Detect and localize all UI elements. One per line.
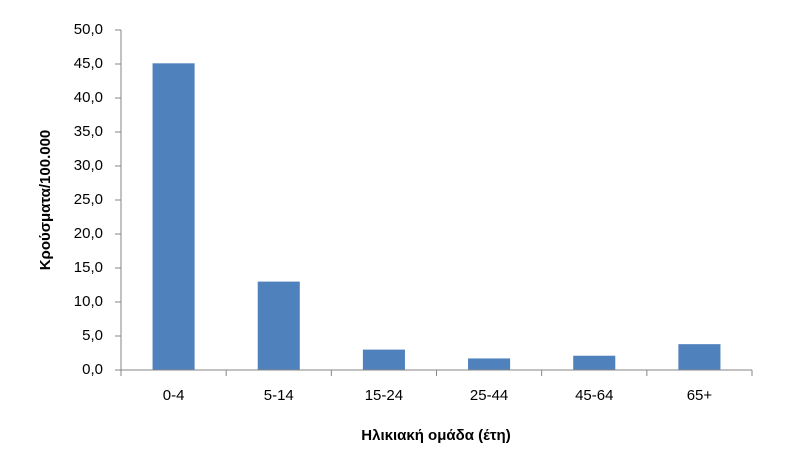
y-tick-label: 50,0 xyxy=(74,21,103,38)
bar xyxy=(678,344,721,370)
y-tick-label: 15,0 xyxy=(74,259,103,276)
bar xyxy=(362,349,405,370)
x-axis-label: Ηλικιακή ομάδα (έτη) xyxy=(361,427,510,444)
y-tick-label: 35,0 xyxy=(74,123,103,140)
x-tick-label: 5-14 xyxy=(264,387,294,404)
y-axis-label: Κρούσματα/100.000 xyxy=(37,130,54,271)
x-tick-label: 45-64 xyxy=(575,387,613,404)
y-tick-label: 25,0 xyxy=(74,191,103,208)
y-tick-label: 40,0 xyxy=(74,89,103,106)
y-tick-label: 0,0 xyxy=(82,361,103,378)
x-tick-label: 25-44 xyxy=(470,387,508,404)
y-tick-label: 10,0 xyxy=(74,293,103,310)
x-tick-label: 65+ xyxy=(687,387,713,404)
y-tick-label: 45,0 xyxy=(74,55,103,72)
bar xyxy=(152,63,195,370)
bar xyxy=(573,355,616,370)
bar xyxy=(257,281,300,370)
x-tick-label: 0-4 xyxy=(163,387,185,404)
bar xyxy=(468,358,511,370)
y-tick-label: 5,0 xyxy=(82,327,103,344)
y-tick-label: 30,0 xyxy=(74,157,103,174)
x-tick-label: 15-24 xyxy=(365,387,403,404)
y-tick-label: 20,0 xyxy=(74,225,103,242)
